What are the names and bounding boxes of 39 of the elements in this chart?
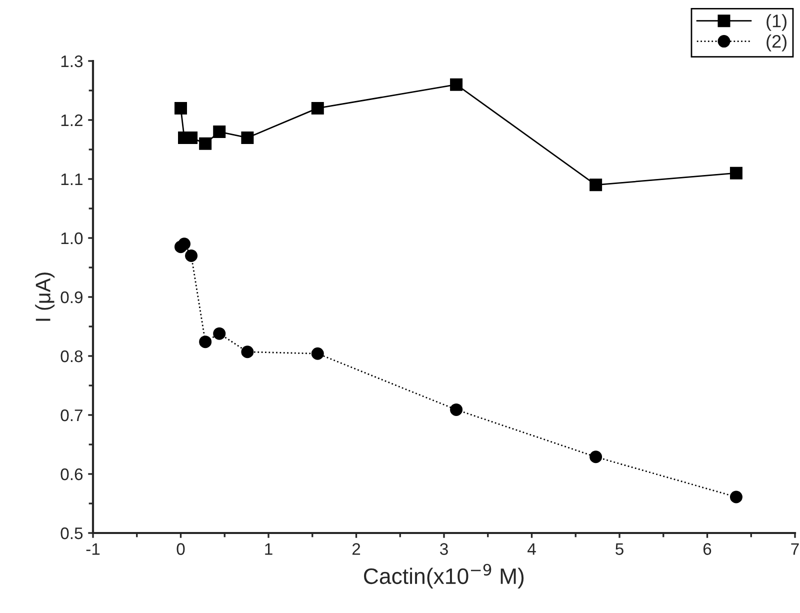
point	[174, 102, 187, 114]
y-tick-label: 1.0	[61, 232, 83, 244]
x-tick-label: 4	[528, 543, 536, 555]
x-tick-label: -1	[86, 543, 100, 555]
point	[178, 238, 191, 250]
y-tick-label: 0.8	[60, 350, 83, 362]
y-tick-label: 1.1	[61, 174, 82, 186]
y-axis-title: I (μA)	[35, 272, 55, 321]
x-tick-label: 3	[440, 543, 448, 555]
point	[213, 327, 226, 340]
x-tick-label: 7	[791, 543, 799, 555]
y-tick-label: 1.2	[61, 114, 82, 126]
point	[590, 450, 602, 464]
x-tick-label: 2	[352, 543, 360, 555]
y-tick-label: 0.5	[60, 527, 83, 540]
x-tick-label: 5	[616, 543, 624, 555]
legend-label: (1)	[766, 14, 786, 31]
x-axis-title: Cactin(x10$^{−9}$ M)	[364, 564, 524, 588]
y-tick-label: 0.7	[60, 409, 82, 422]
x-tick-label: 6	[703, 543, 712, 555]
point	[213, 126, 226, 138]
point	[311, 347, 324, 360]
y-tick-label: 0.9	[60, 291, 82, 304]
x-tick-label: 0	[176, 543, 185, 555]
point	[185, 249, 198, 262]
point	[730, 166, 742, 180]
point	[450, 403, 463, 416]
point	[311, 102, 324, 114]
y-tick-label: 1.3	[61, 55, 83, 68]
x-tick-label: 1	[265, 543, 272, 555]
point	[199, 336, 212, 348]
point	[241, 346, 254, 358]
point	[590, 178, 602, 192]
point	[199, 137, 212, 150]
y-tick-label: 0.6	[60, 468, 83, 480]
point	[241, 131, 254, 144]
legend-label: (2)	[766, 34, 786, 52]
point	[730, 490, 742, 504]
point	[450, 78, 463, 91]
